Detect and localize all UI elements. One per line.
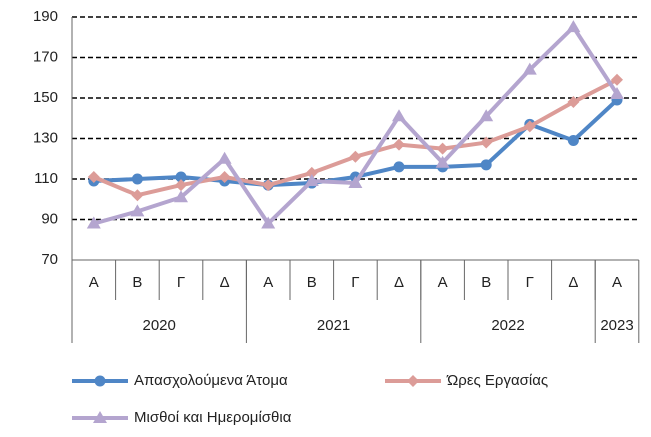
x-tick-label: Β — [307, 274, 317, 291]
legend-marker — [94, 375, 106, 387]
data-point — [392, 109, 406, 122]
data-point — [611, 73, 623, 86]
data-point — [87, 170, 100, 183]
x-tick-label: Γ — [526, 274, 534, 291]
data-point — [479, 109, 494, 122]
data-point — [304, 174, 319, 187]
series-line — [93, 25, 619, 226]
y-tick-label: 110 — [34, 170, 58, 187]
y-tick-label: 70 — [41, 251, 58, 268]
data-point — [566, 20, 581, 33]
data-point — [130, 204, 145, 217]
x-tick-label: Γ — [177, 274, 185, 291]
data-point — [349, 150, 362, 163]
data-point — [610, 86, 624, 99]
legend-label: Απασχολούμενα Άτομα — [134, 372, 288, 389]
data-point — [175, 171, 187, 183]
data-point — [131, 189, 144, 202]
x-tick-label: Α — [263, 274, 273, 291]
y-tick-label: 190 — [33, 8, 58, 25]
data-point — [131, 173, 143, 185]
data-point — [567, 135, 579, 147]
data-point — [262, 179, 275, 192]
year-label: 2023 — [600, 317, 633, 334]
x-tick-label: Δ — [568, 274, 578, 291]
data-point — [480, 159, 492, 171]
year-label: 2021 — [317, 317, 350, 334]
data-point — [436, 142, 449, 155]
y-tick-label: 170 — [33, 48, 58, 65]
y-tick-label: 150 — [33, 89, 58, 106]
data-point — [305, 166, 318, 179]
x-tick-label: Α — [612, 274, 622, 291]
data-point — [217, 151, 232, 164]
x-tick-label: Δ — [220, 274, 230, 291]
legend-marker — [93, 411, 107, 423]
data-point — [522, 62, 537, 75]
y-tick-label: 90 — [41, 210, 58, 227]
data-point — [523, 120, 536, 133]
data-point — [348, 176, 363, 189]
data-point — [218, 170, 231, 183]
data-point — [393, 138, 405, 151]
data-point — [435, 155, 450, 168]
x-tick-label: Α — [438, 274, 448, 291]
data-point — [175, 179, 187, 192]
y-tick-label: 130 — [33, 129, 58, 146]
x-tick-label: Γ — [351, 274, 359, 291]
legend-label: Μισθοί και Ημερομίσθια — [134, 409, 292, 426]
data-point — [567, 96, 580, 109]
data-point — [480, 136, 493, 149]
data-point — [174, 190, 188, 203]
data-point — [261, 216, 276, 229]
legend-marker — [407, 375, 419, 387]
x-tick-label: Β — [132, 274, 142, 291]
data-point — [393, 161, 405, 173]
year-label: 2020 — [143, 317, 176, 334]
year-label: 2022 — [491, 317, 524, 334]
legend-label: Ώρες Εργασίας — [446, 372, 548, 389]
data-point — [86, 216, 101, 229]
x-tick-label: Β — [481, 274, 491, 291]
x-tick-label: Α — [89, 274, 99, 291]
x-tick-label: Δ — [394, 274, 404, 291]
